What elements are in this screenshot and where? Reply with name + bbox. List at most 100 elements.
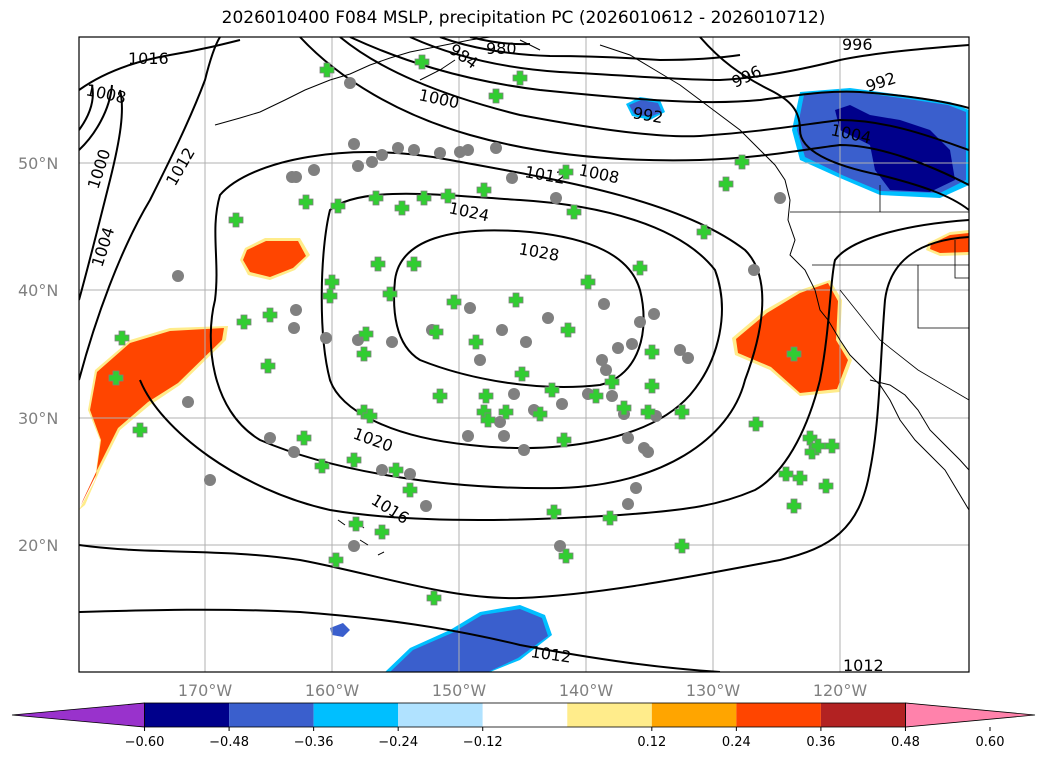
station-circle-marker: [288, 322, 300, 334]
station-cross-marker: [696, 224, 712, 240]
station-cross-marker: [428, 324, 444, 340]
station-circle-marker: [508, 388, 520, 400]
station-cross-marker: [362, 408, 378, 424]
isobar-label: 984: [446, 40, 482, 73]
lon-labels: 170°W 160°W 150°W 140°W 130°W 120°W: [178, 681, 868, 700]
station-circle-marker: [642, 446, 654, 458]
station-circle-marker: [630, 482, 642, 494]
station-circle-marker: [626, 338, 638, 350]
station-cross-marker: [514, 366, 530, 382]
isobar-label: 996: [729, 61, 765, 91]
lon-label: 170°W: [178, 681, 233, 700]
station-cross-marker: [616, 400, 632, 416]
station-cross-marker: [260, 358, 276, 374]
station-circle-marker: [462, 144, 474, 156]
station-cross-marker: [426, 590, 442, 606]
station-cross-marker: [778, 466, 794, 482]
colorbar-tick-label: −0.24: [378, 735, 418, 750]
station-circle-marker: [376, 149, 388, 161]
station-circle-marker: [308, 164, 320, 176]
station-cross-marker: [558, 164, 574, 180]
station-cross-marker: [446, 294, 462, 310]
station-circle-marker: [622, 432, 634, 444]
station-circle-marker: [348, 138, 360, 150]
borders: [790, 185, 969, 401]
station-circle-marker: [520, 336, 532, 348]
station-cross-marker: [382, 286, 398, 302]
station-cross-marker: [108, 370, 124, 386]
station-cross-marker: [319, 62, 335, 78]
lat-label: 50°N: [18, 154, 58, 173]
colorbar-segment: [482, 703, 568, 727]
station-cross-marker: [792, 470, 808, 486]
station-circle-marker: [682, 352, 694, 364]
station-cross-marker: [786, 498, 802, 514]
isobar-label: 1020: [351, 424, 396, 456]
station-cross-marker: [262, 307, 278, 323]
station-cross-marker: [368, 190, 384, 206]
station-cross-marker: [512, 70, 528, 86]
station-cross-marker: [406, 256, 422, 272]
station-cross-marker: [322, 288, 338, 304]
precip-negative-areas: [330, 88, 969, 672]
station-circle-marker: [518, 444, 530, 456]
isobar-label: 1012: [843, 656, 884, 675]
isobars: [79, 37, 969, 672]
isobar-label: 992: [631, 103, 664, 127]
station-circle-marker: [474, 354, 486, 366]
colorbar-tick-label: 0.60: [976, 735, 1005, 750]
station-circle-marker: [172, 270, 184, 282]
station-circle-marker: [634, 316, 646, 328]
station-cross-marker: [346, 452, 362, 468]
station-cross-marker: [632, 260, 648, 276]
isobar-label: 980: [486, 39, 517, 58]
colorbar-tick-label: −0.12: [463, 735, 503, 750]
station-cross-marker: [674, 538, 690, 554]
station-cross-marker: [476, 182, 492, 198]
station-cross-marker: [818, 478, 834, 494]
colorbar-segment: [398, 703, 483, 727]
station-cross-marker: [394, 200, 410, 216]
colorbar-tick-label: −0.48: [209, 735, 249, 750]
station-cross-marker: [498, 404, 514, 420]
station-cross-marker: [374, 524, 390, 540]
lon-label: 160°W: [305, 681, 360, 700]
station-cross-marker: [734, 154, 750, 170]
colorbar: −0.60 −0.48 −0.36 −0.24 −0.12 0.12 0.24 0.36 0.4…: [11, 702, 1036, 750]
station-cross-marker: [588, 388, 604, 404]
isobar-label: 1008: [84, 80, 128, 107]
station-cross-marker: [810, 438, 826, 454]
station-cross-marker: [674, 404, 690, 420]
station-cross-marker: [546, 504, 562, 520]
station-cross-marker: [228, 212, 244, 228]
station-cross-marker: [324, 274, 340, 290]
station-circle-marker: [420, 500, 432, 512]
station-circle-marker: [612, 342, 624, 354]
station-cross-marker: [388, 462, 404, 478]
station-cross-marker: [416, 190, 432, 206]
colorbar-tick-label: −0.36: [294, 735, 334, 750]
isobar-label: 1028: [517, 239, 560, 265]
station-cross-marker: [236, 314, 252, 330]
isobar-label: 1000: [417, 85, 461, 112]
station-cross-marker: [330, 198, 346, 214]
colorbar-arrow-high: [905, 702, 1036, 728]
lat-labels: 50°N 40°N 30°N 20°N: [18, 154, 58, 555]
station-cross-marker: [114, 330, 130, 346]
station-circle-marker: [748, 264, 760, 276]
station-circle-marker: [352, 160, 364, 172]
station-circle-marker: [264, 432, 276, 444]
station-circle-marker: [498, 430, 510, 442]
station-cross-marker: [440, 188, 456, 204]
colorbar-tick-label: −0.60: [125, 735, 165, 750]
station-cross-marker: [348, 516, 364, 532]
station-cross-marker: [132, 422, 148, 438]
station-cross-marker: [432, 388, 448, 404]
colorbar-tick-label: 0.48: [891, 735, 920, 750]
station-circle-marker: [408, 144, 420, 156]
station-cross-marker: [560, 322, 576, 338]
station-circle-marker: [674, 344, 686, 356]
isobar-label: 992: [863, 68, 898, 96]
station-cross-marker: [824, 438, 840, 454]
